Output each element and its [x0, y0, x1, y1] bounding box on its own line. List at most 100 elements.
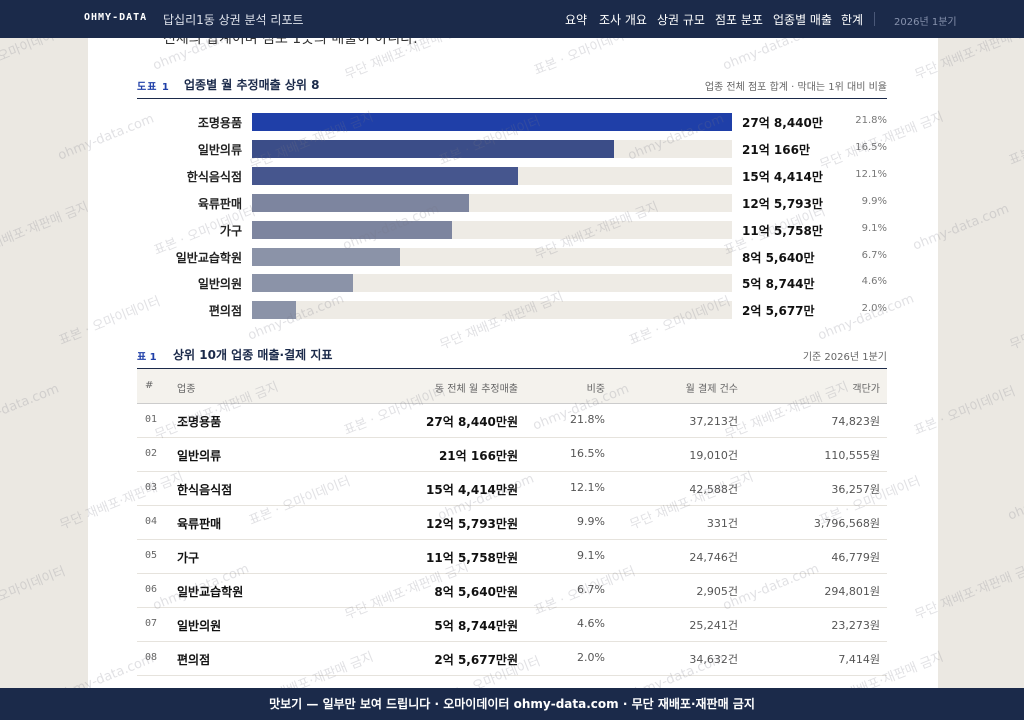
bar-share: 9.9%: [861, 195, 887, 207]
nav-link[interactable]: 점포 분포: [715, 13, 763, 27]
table-header-cell: #: [145, 380, 154, 391]
table-row-line: [137, 675, 887, 676]
table-cell: 02: [145, 448, 158, 459]
table-cell: 74,823원: [831, 415, 880, 428]
table-cell: 일반의류: [177, 449, 222, 463]
bar: [252, 193, 469, 212]
table-cell: 4.6%: [577, 617, 605, 630]
table-cell: 46,779원: [831, 551, 880, 564]
watermark: 무단 재배포·재판매 금지: [0, 199, 91, 263]
table-cell: 25,241건: [689, 619, 738, 632]
bar-label: 일반교습학원: [175, 250, 242, 265]
table-row-line: [137, 539, 887, 540]
table-rule: [137, 368, 887, 369]
table-cell: 7,414원: [838, 653, 880, 666]
bar-share: 12.1%: [855, 168, 887, 180]
nav-link[interactable]: 조사 개요: [599, 13, 647, 27]
bar: [252, 166, 519, 185]
table-cell: 19,010건: [689, 449, 738, 462]
table-header-cell: 객단가: [852, 384, 880, 395]
table-cell: 3,796,568원: [813, 517, 880, 530]
table-cell: 9.1%: [577, 549, 605, 562]
footer-banner: 맛보기 — 일부만 보여 드립니다 · 오마이데이터 ohmy-data.com…: [0, 688, 1024, 720]
table-cell: 11억 5,758만원: [426, 551, 518, 565]
brand[interactable]: OHMY-DATA: [84, 12, 148, 23]
bar-value: 11억 5,758만: [742, 223, 823, 238]
bar-share: 21.8%: [855, 115, 887, 126]
table-cell: 2,905건: [696, 585, 738, 598]
table-cell: 110,555원: [824, 449, 880, 462]
period: 2026년 1분기: [894, 17, 957, 28]
table-cell: 21.8%: [570, 413, 605, 426]
table-cell: 294,801원: [824, 585, 880, 598]
watermark: 무단 재배포·재판매 금지: [1007, 290, 1024, 354]
bar-value: 8억 5,640만: [742, 250, 815, 265]
table-row-line: [137, 437, 887, 438]
watermark: 표본 · 오마이데이터: [1006, 114, 1024, 169]
bar-label: 육류판매: [197, 196, 242, 211]
table-cell: 21억 166만원: [438, 449, 518, 463]
figure-title: 업종별 월 추정매출 상위 8: [184, 78, 320, 92]
table-cell: 05: [145, 550, 158, 561]
bar-share: 4.6%: [861, 276, 887, 288]
table-cell: 6.7%: [577, 583, 605, 596]
bar-label: 일반의원: [197, 277, 242, 292]
bar-value: 21억 166만: [742, 142, 811, 157]
table-row-line: [137, 505, 887, 506]
bar: [252, 247, 400, 266]
table-cell: 2억 5,677만원: [434, 653, 518, 667]
table-header-cell: 동 전체 월 추정매출: [434, 384, 518, 395]
table-row-line: [137, 641, 887, 642]
bar-share: 9.1%: [861, 222, 887, 234]
table-row-line: [137, 471, 887, 472]
bar-track: [252, 301, 732, 320]
report-title: 답십리1동 상권 분석 리포트: [163, 13, 304, 27]
table-row-line: [137, 573, 887, 574]
table-cell: 편의점: [177, 653, 211, 667]
nav-link[interactable]: 업종별 매출: [773, 13, 833, 27]
bar-track: [252, 274, 732, 293]
table-header-cell: 비중: [586, 384, 605, 395]
table-row-line: [137, 607, 887, 608]
table-cell: 육류판매: [177, 517, 222, 531]
bar: [252, 274, 354, 293]
table-label: 표 1: [137, 352, 157, 363]
bar-label: 한식음식점: [186, 169, 242, 184]
bar: [252, 113, 732, 131]
table-cell: 일반교습학원: [177, 585, 244, 599]
bar: [252, 301, 297, 320]
table-cell: 16.5%: [570, 447, 605, 460]
table-title: 상위 10개 업종 매출·결제 지표: [173, 348, 333, 362]
nav-link[interactable]: 상권 규모: [657, 13, 705, 27]
figure-note: 업종 전체 점포 합계 · 막대는 1위 대비 비율: [704, 82, 887, 93]
table-header-cell: 업종: [177, 384, 196, 395]
table-header-row: [137, 369, 887, 404]
table-cell: 36,257원: [831, 483, 880, 496]
table-cell: 42,588건: [689, 483, 738, 496]
watermark: ohmy-data.com: [0, 381, 62, 434]
table-cell: 12억 5,793만원: [426, 517, 518, 531]
table-cell: 23,273원: [831, 619, 880, 632]
table-cell: 2.0%: [577, 651, 605, 664]
table-note: 기준 2026년 1분기: [802, 352, 887, 363]
table-cell: 08: [145, 652, 158, 663]
table-cell: 34,632건: [689, 653, 738, 666]
table-header-cell: 월 결제 건수: [685, 384, 738, 395]
table-cell: 12.1%: [570, 481, 605, 494]
table-cell: 가구: [177, 551, 200, 565]
table-cell: 9.9%: [577, 515, 605, 528]
table-cell: 331건: [706, 517, 738, 530]
nav-link[interactable]: 요약: [565, 13, 588, 27]
table-cell: 07: [145, 618, 158, 629]
nav-link[interactable]: 한계: [841, 13, 864, 27]
bar-value: 27억 8,440만: [742, 116, 823, 130]
top-nav: OHMY-DATA 답십리1동 상권 분석 리포트 요약 조사 개요 상권 규모 점포 분…: [0, 0, 1024, 38]
bar-label: 일반의류: [197, 142, 242, 157]
bar-label: 조명용품: [197, 116, 242, 130]
table-cell: 24,746건: [689, 551, 738, 564]
table-cell: 01: [145, 414, 158, 425]
table-cell: 한식음식점: [177, 483, 233, 497]
bar-value: 5억 8,744만: [742, 277, 815, 292]
bar-value: 2억 5,677만: [742, 304, 815, 319]
